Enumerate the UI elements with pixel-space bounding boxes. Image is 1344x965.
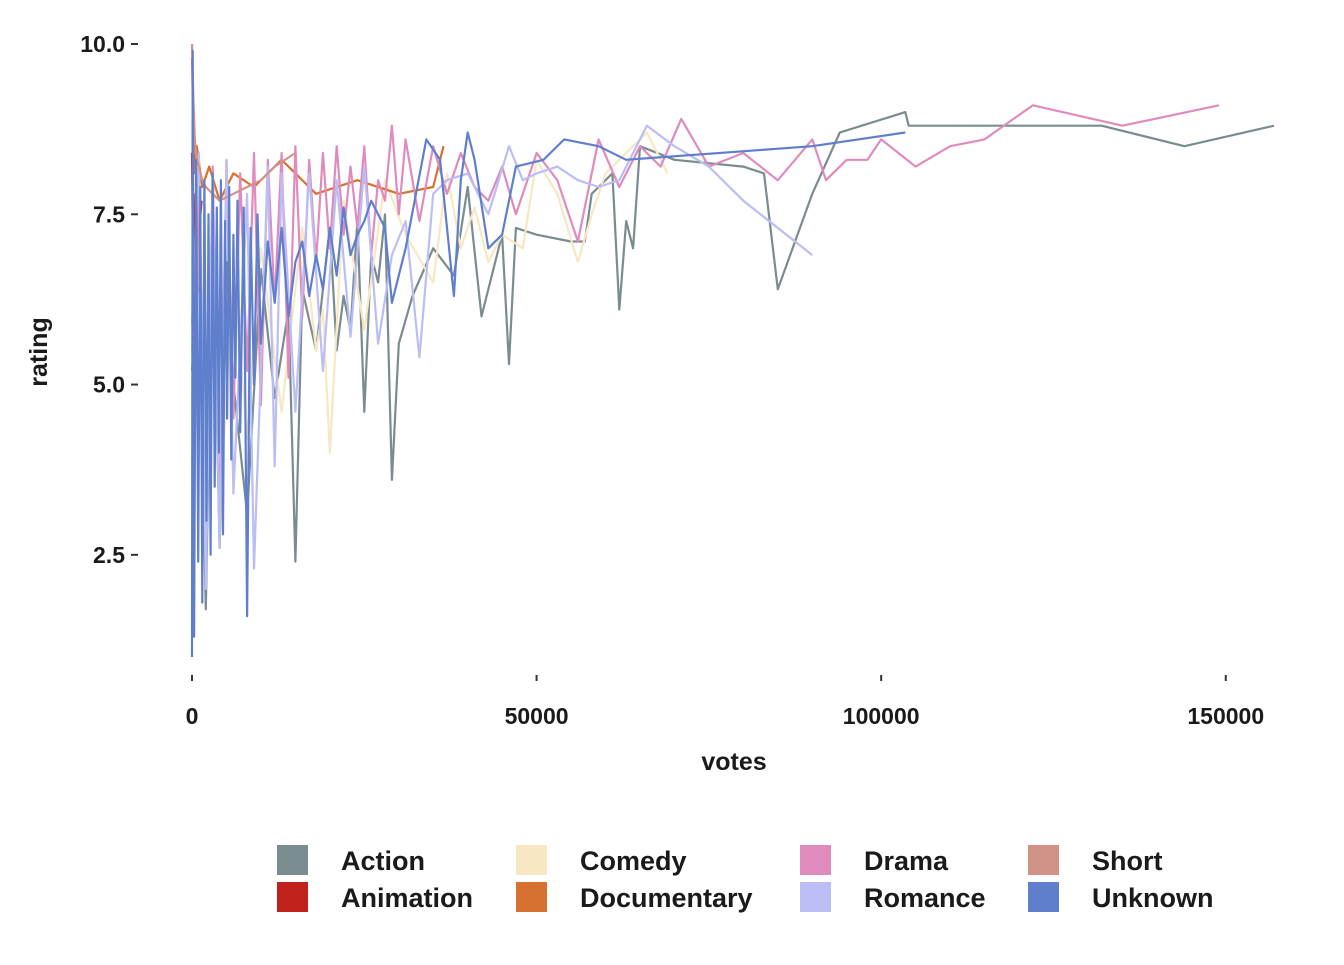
y-tick-label: 7.5	[93, 201, 125, 227]
legend-label-comedy: Comedy	[580, 846, 687, 876]
y-axis-title: rating	[25, 317, 53, 386]
legend-label-drama: Drama	[864, 846, 949, 876]
legend-label-animation: Animation	[341, 883, 473, 913]
legend-label-unknown: Unknown	[1092, 883, 1214, 913]
y-tick-label: 5.0	[93, 372, 125, 398]
legend-key-drama	[800, 845, 831, 875]
legend-key-animation	[277, 882, 308, 912]
series-line-action	[190, 110, 1275, 611]
series-line-unknown	[190, 49, 906, 658]
series-line-romance	[190, 124, 813, 591]
series-line-short	[190, 43, 297, 202]
y-tick-label: 10.0	[80, 31, 125, 57]
legend-key-unknown	[1028, 882, 1059, 912]
legend-key-action	[277, 845, 308, 875]
legend-key-documentary	[516, 882, 547, 912]
y-tick-label: 2.5	[93, 542, 125, 568]
y-axis: 2.5 5.0 7.5 10.0	[80, 31, 138, 568]
legend-label-short: Short	[1092, 846, 1163, 876]
x-axis-title: votes	[701, 748, 766, 776]
legend-label-action: Action	[341, 846, 425, 876]
legend-key-romance	[800, 882, 831, 912]
legend-key-comedy	[516, 845, 547, 875]
x-axis: 0 50000 100000 150000	[186, 675, 1264, 729]
x-tick-label: 0	[186, 703, 199, 729]
series-line-documentary	[190, 57, 445, 202]
legend-label-documentary: Documentary	[580, 883, 753, 913]
x-tick-label: 150000	[1187, 703, 1264, 729]
x-tick-label: 50000	[505, 703, 569, 729]
legend-key-short	[1028, 845, 1059, 875]
legend: Action Animation Comedy Documentary Drama Rom…	[277, 845, 1214, 913]
series-layer	[190, 43, 1275, 658]
x-tick-label: 100000	[843, 703, 920, 729]
legend-label-romance: Romance	[864, 883, 986, 913]
